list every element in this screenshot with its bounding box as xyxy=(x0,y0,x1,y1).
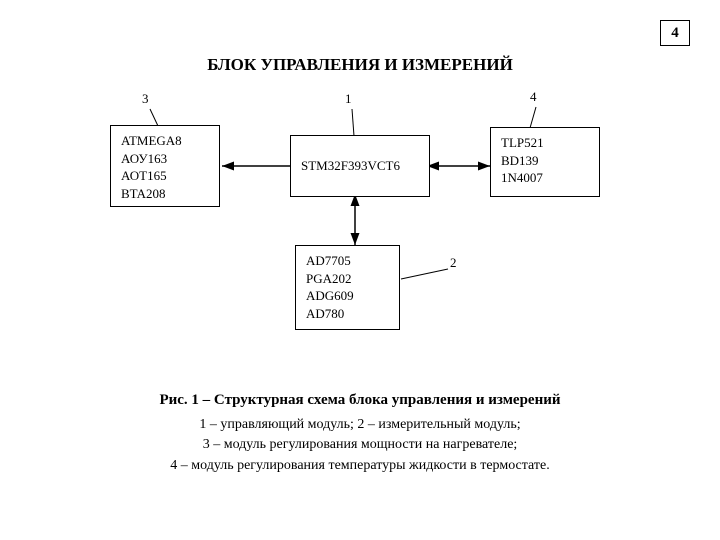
node-4-line-0: TLP521 xyxy=(501,134,589,152)
callout-1: 1 xyxy=(345,91,352,107)
caption-block: Рис. 1 – Структурная схема блока управле… xyxy=(0,392,720,476)
node-module-3: ATMEGA8 АОУ163 АОТ165 BTA208 xyxy=(110,125,220,207)
node-3-line-2: АОТ165 xyxy=(121,167,209,185)
node-3-line-0: ATMEGA8 xyxy=(121,132,209,150)
page-title: БЛОК УПРАВЛЕНИЯ И ИЗМЕРЕНИЙ xyxy=(0,55,720,75)
node-module-2: AD7705 PGA202 ADG609 AD780 xyxy=(295,245,400,330)
node-2-line-3: AD780 xyxy=(306,305,389,323)
legend-line-1: 3 – модуль регулирования мощности на наг… xyxy=(0,435,720,455)
page-number-box: 4 xyxy=(660,20,690,46)
node-module-1: STM32F393VCT6 xyxy=(290,135,430,197)
node-2-line-0: AD7705 xyxy=(306,252,389,270)
callout-2: 2 xyxy=(450,255,457,271)
legend-line-2: 4 – модуль регулирования температуры жид… xyxy=(0,456,720,476)
node-4-line-1: BD139 xyxy=(501,152,589,170)
node-module-4: TLP521 BD139 1N4007 xyxy=(490,127,600,197)
legend-line-0: 1 – управляющий модуль; 2 – измерительны… xyxy=(0,415,720,435)
node-1-line-0: STM32F393VCT6 xyxy=(301,157,400,175)
node-4-line-2: 1N4007 xyxy=(501,169,589,187)
page-number: 4 xyxy=(671,25,679,42)
figure-caption: Рис. 1 – Структурная схема блока управле… xyxy=(0,392,720,409)
legend: 1 – управляющий модуль; 2 – измерительны… xyxy=(0,415,720,476)
node-3-line-1: АОУ163 xyxy=(121,150,209,168)
callout-4: 4 xyxy=(530,89,537,105)
node-3-line-3: BTA208 xyxy=(121,185,209,203)
page: 4 БЛОК УПРАВЛЕНИЯ И ИЗМЕРЕНИЙ xyxy=(0,0,720,540)
node-2-line-1: PGA202 xyxy=(306,270,389,288)
node-2-line-2: ADG609 xyxy=(306,287,389,305)
callout-3: 3 xyxy=(142,91,149,107)
block-diagram: ATMEGA8 АОУ163 АОТ165 BTA208 3 STM32F393… xyxy=(100,95,620,355)
